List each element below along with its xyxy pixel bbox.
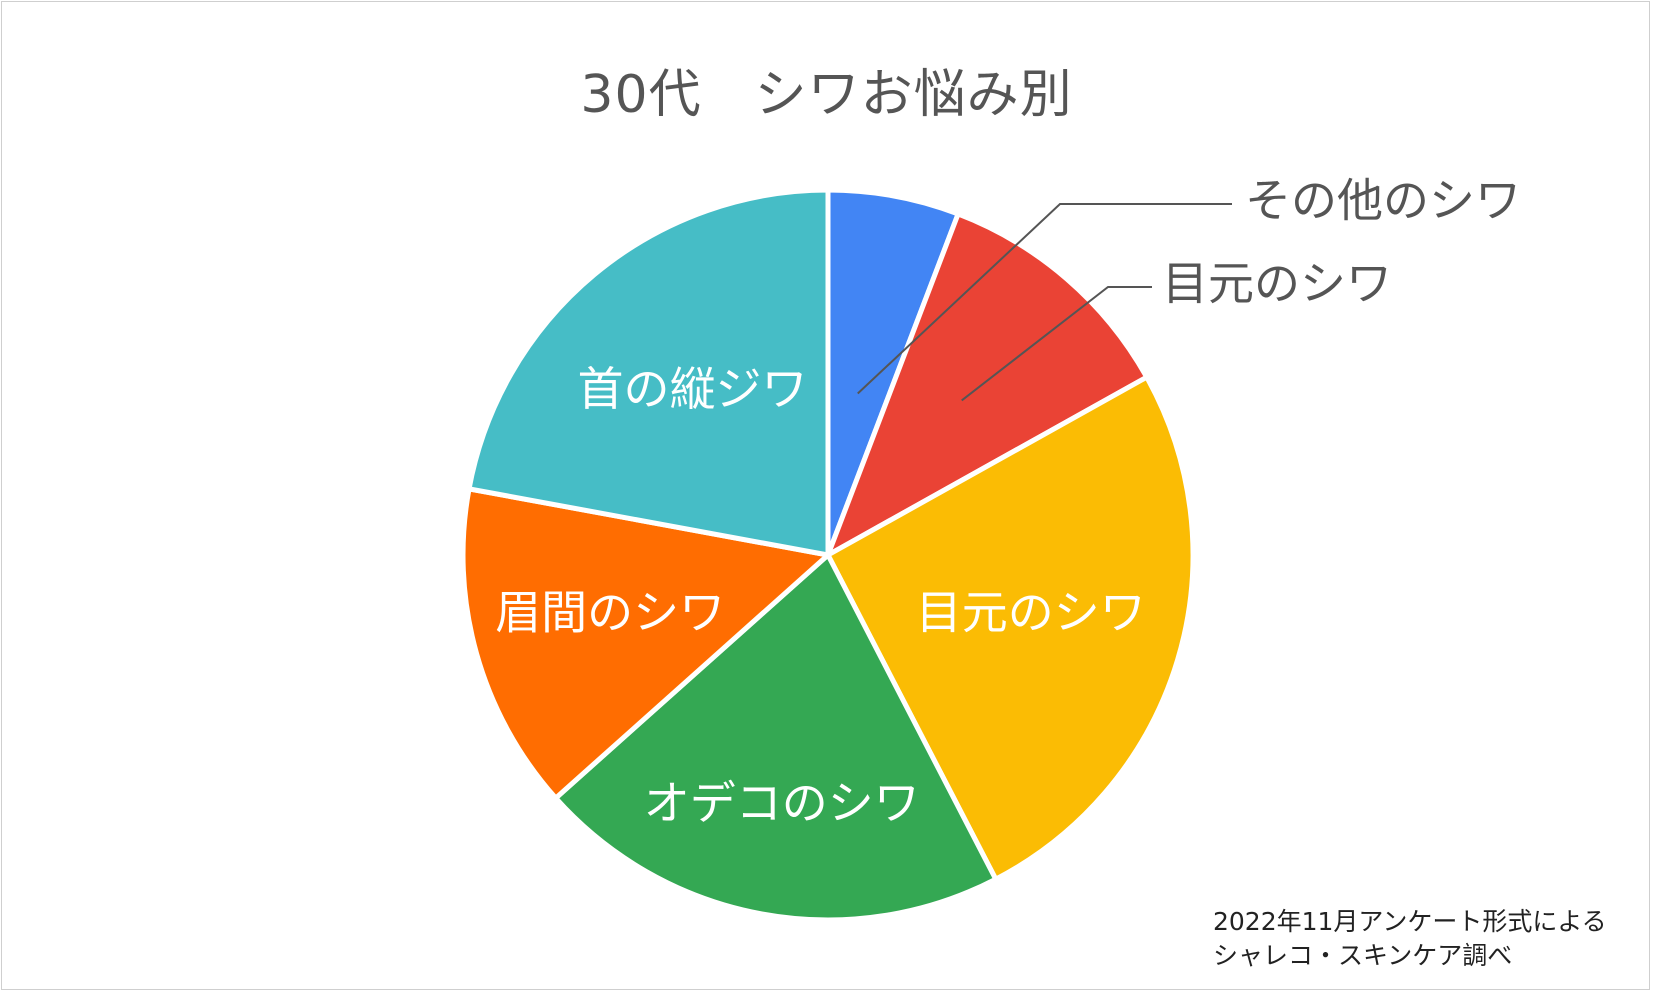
leader-line xyxy=(857,203,1232,395)
slice-label: 目元のシワ xyxy=(916,585,1146,639)
slice-label: オデコのシワ xyxy=(644,776,920,830)
chart-title: 30代 シワお悩み別 xyxy=(580,65,1073,125)
slice-label: 首の縦ジワ xyxy=(578,362,808,416)
leader-line xyxy=(961,286,1152,402)
pie-slice xyxy=(825,211,1150,558)
source-note: 2022年11月アンケート形式による シャレコ・スキンケア調べ xyxy=(1213,905,1607,973)
pie-slice xyxy=(553,552,999,923)
source-note-line-2: シャレコ・スキンケア調べ xyxy=(1213,941,1513,970)
source-note-line-1: 2022年11月アンケート形式による xyxy=(1213,907,1607,936)
slice-label: 目元のシワ xyxy=(1162,257,1392,311)
slice-label: その他のシワ xyxy=(1245,174,1521,228)
slice-label: 眉間のシワ xyxy=(495,586,725,640)
pie-slice xyxy=(466,187,831,558)
pie-slice xyxy=(825,374,1196,882)
pie-slice xyxy=(460,486,831,801)
